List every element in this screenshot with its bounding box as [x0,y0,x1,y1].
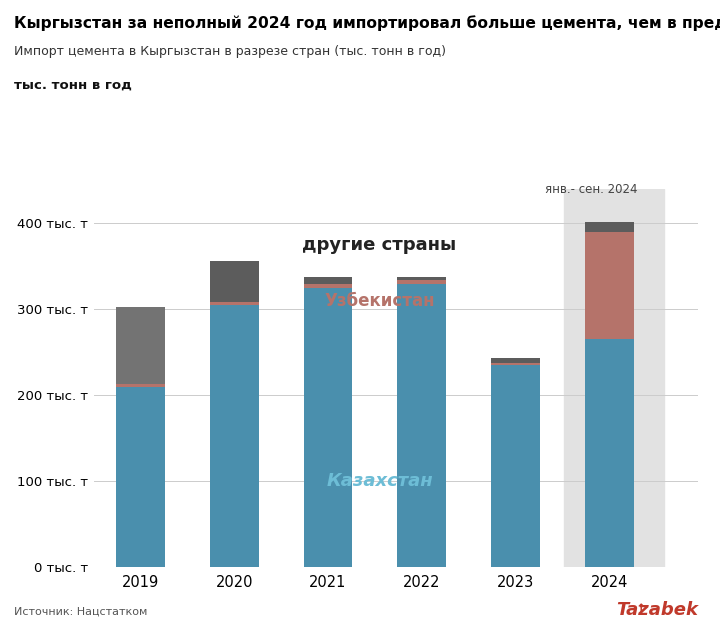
Bar [210,261,258,302]
Bar [491,365,540,567]
Bar [304,288,352,567]
Bar [304,277,352,284]
Bar [304,284,352,288]
Bar [585,340,634,567]
Text: Узбекистан: Узбекистан [324,292,435,310]
Text: другие страны: другие страны [302,236,456,254]
Bar [491,362,540,365]
Bar [397,280,446,284]
Bar [116,387,165,567]
Text: тыс. тонн в год: тыс. тонн в год [14,79,132,92]
Bar [210,302,258,305]
Bar [585,222,634,232]
Text: янв.- сен. 2024: янв.- сен. 2024 [545,183,637,196]
Text: Импорт цемента в Кыргызстан в разрезе стран (тыс. тонн в год): Импорт цемента в Кыргызстан в разрезе ст… [14,45,446,59]
Text: Источник: Нацстатком: Источник: Нацстатком [14,606,148,616]
Text: Tazabek: Tazabek [616,600,698,619]
Bar [585,232,634,340]
Text: Казахстан: Казахстан [326,472,433,490]
Bar [397,277,446,280]
Bar [116,307,165,384]
Text: ↑: ↑ [636,603,647,616]
Bar [210,305,258,567]
Bar [564,189,664,567]
Bar [116,384,165,387]
Bar [491,358,540,362]
Text: Кыргызстан за неполный 2024 год импортировал больше цемента, чем в предыдущие 5 : Кыргызстан за неполный 2024 год импортир… [14,16,720,32]
Bar [397,284,446,567]
